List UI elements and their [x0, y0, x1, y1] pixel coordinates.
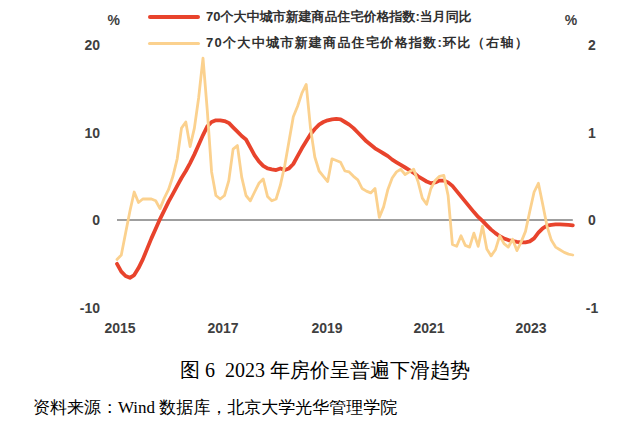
figure-page: 70个大中城市新建商品住宅价格指数:当月同比 70个大中城市新建商品住宅价格指数…	[0, 0, 620, 433]
right-axis-tick-0: 0	[580, 212, 604, 228]
legend-swatch-yoy	[148, 15, 200, 19]
right-axis-unit: %	[559, 12, 583, 28]
x-tick-2019: 2019	[305, 320, 349, 336]
left-axis-tick-m10: -10	[66, 300, 100, 316]
x-tick-2021: 2021	[407, 320, 451, 336]
right-axis-tick-1: 1	[580, 125, 604, 141]
legend-label-yoy: 70个大中城市新建商品住宅价格指数:当月同比	[206, 8, 472, 26]
x-tick-2023: 2023	[509, 320, 553, 336]
figure-source: 资料来源：Wind 数据库，北京大学光华管理学院	[33, 396, 397, 419]
x-tick-2017: 2017	[201, 320, 245, 336]
legend-item-yoy: 70个大中城市新建商品住宅价格指数:当月同比	[148, 9, 472, 25]
right-axis-tick-m1: -1	[580, 300, 604, 316]
mom-line	[117, 58, 573, 259]
yoy-line	[117, 119, 573, 278]
left-axis-tick-10: 10	[66, 125, 100, 141]
left-axis-tick-20: 20	[66, 37, 100, 53]
legend-item-mom: 70个大中城市新建商品住宅价格指数:环比（右轴）	[148, 35, 529, 51]
figure-caption: 图 6 2023 年房价呈普遍下滑趋势	[0, 357, 620, 384]
x-tick-2015: 2015	[98, 320, 142, 336]
legend-swatch-mom	[148, 42, 200, 45]
left-axis-tick-0: 0	[66, 212, 100, 228]
legend-label-mom: 70个大中城市新建商品住宅价格指数:环比（右轴）	[206, 34, 529, 52]
right-axis-tick-2: 2	[580, 37, 604, 53]
left-axis-unit: %	[86, 12, 120, 28]
